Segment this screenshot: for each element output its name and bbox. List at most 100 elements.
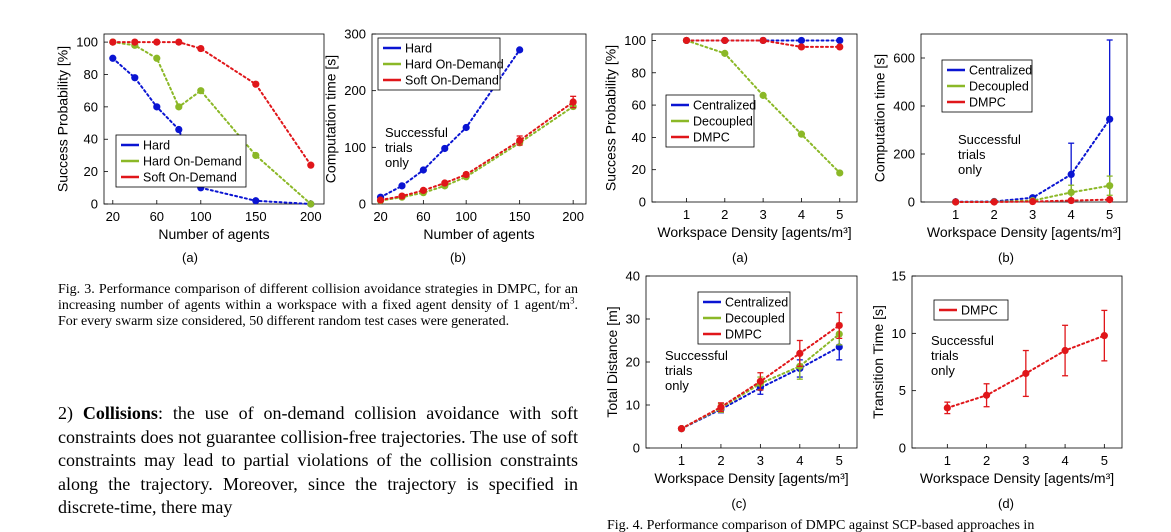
fig3a-xtick-label: 150 (245, 209, 267, 224)
fig3b-ytick-label: 200 (344, 83, 366, 98)
body-line-1: : the use of on-demand collision avoidan… (157, 403, 542, 423)
fig3b-data-point (516, 136, 524, 145)
fig3a-data-point (197, 44, 205, 53)
fig4a-ytick-label: 40 (632, 130, 646, 145)
fig4a-data-point (682, 36, 691, 45)
fig3b-annotation: Successful (385, 125, 448, 140)
fig3b-data-point (419, 166, 427, 174)
fig4c-ytick-label: 20 (626, 355, 640, 370)
fig3b-ylabel: Computation time [s] (323, 55, 339, 183)
fig4a-xtick-label: 2 (721, 207, 728, 222)
fig4a-xtick-label: 5 (836, 207, 843, 222)
fig4a-data-point (836, 43, 844, 51)
body-line-3: The use of soft constraints may lead to … (58, 426, 578, 471)
fig4a-ylabel: Success Probability [%] (603, 45, 619, 191)
fig3b-panel-label: (b) (450, 250, 466, 265)
fig3b-ytick-label: 100 (344, 140, 366, 155)
fig4a-data-point (797, 36, 806, 45)
fig3a-legend-label: Hard On-Demand (143, 155, 242, 169)
fig4c-xtick-label: 5 (836, 453, 843, 468)
fig3b-xtick-label: 20 (373, 209, 387, 224)
section-number: 2) (58, 403, 73, 423)
fig3a-panel-label: (a) (182, 250, 198, 265)
fig4b-data-point (1067, 196, 1075, 205)
fig3a-axes-box (103, 33, 325, 205)
body-paragraph: 2) Collisions: the use of on-demand coll… (58, 402, 578, 520)
fig3a-ylabel: Success Probability [%] (55, 46, 71, 192)
fig4a-data-point (721, 36, 729, 45)
fig4b-axes-box (920, 33, 1128, 203)
fig4b-annotation: trials (958, 147, 986, 162)
fig3b-data-point (419, 186, 427, 194)
fig3-caption-line-5: random test cases were generated. (318, 314, 510, 329)
fig3b-data-point (516, 46, 524, 54)
fig4c-data-point (796, 349, 804, 357)
fig3b-ytick-label: 300 (344, 27, 366, 42)
fig4c-annotation: trials (665, 363, 693, 378)
fig4b-legend-label: Centralized (969, 64, 1032, 78)
fig4c-annotation: Successful (665, 348, 728, 363)
fig3b-data-point (398, 182, 406, 190)
fig3b-legend-label: Soft On-Demand (405, 74, 499, 88)
fig3b-xtick-label: 60 (416, 209, 430, 224)
fig3a-data-point (197, 87, 205, 95)
fig3a-data-point (175, 38, 183, 46)
fig3-caption-line-2: DMPC, for an increasing number of agents… (58, 282, 578, 313)
fig4c-annotation: only (665, 378, 689, 393)
fig4c-panel-label: (c) (731, 496, 746, 511)
fig4d-data-point (982, 391, 991, 399)
fig4a-data-point (836, 169, 844, 177)
fig4d-ytick-label: 5 (899, 383, 906, 398)
fig4c-ytick-label: 40 (626, 269, 640, 284)
fig4a-data-point (797, 43, 806, 51)
fig4d-xtick-label: 3 (1022, 453, 1029, 468)
fig4d-data-point (943, 404, 951, 412)
fig4b-legend-label: Decoupled (969, 80, 1029, 94)
fig4d-axes-box (911, 275, 1123, 449)
fig3a-data-point (252, 151, 260, 160)
fig4d-xtick-label: 2 (983, 453, 990, 468)
fig3-caption-superscript: 3 (570, 295, 575, 306)
fig3a-data-point (252, 197, 260, 205)
fig4a-ytick-label: 20 (632, 162, 646, 177)
fig3b-xtick-label: 100 (455, 209, 477, 224)
fig3b-xtick-label: 150 (509, 209, 531, 224)
fig4c-data-point (677, 425, 686, 433)
fig4b-xtick-label: 3 (1029, 207, 1036, 222)
fig4c-legend-label: Decoupled (725, 312, 785, 326)
fig4a-xlabel: Workspace Density [agents/m³] (657, 224, 851, 240)
fig4d-annotation: only (931, 363, 955, 378)
fig4d-legend-box (933, 299, 1009, 321)
fig4c-data-point (717, 403, 725, 411)
fig4a-panel-label: (a) (732, 250, 748, 265)
fig3a-data-point (153, 103, 161, 111)
fig3b-data-point (376, 196, 385, 204)
fig3a-data-point (175, 103, 183, 111)
fig3b-xtick-label: 200 (562, 209, 584, 224)
fig4a-ytick-label: 60 (632, 98, 646, 113)
fig3a-data-point (109, 54, 117, 62)
fig4d-ytick-label: 15 (892, 269, 906, 284)
fig3-caption-line-1: Fig. 3. Performance comparison of differ… (58, 282, 493, 297)
fig4b-data-point (1106, 182, 1114, 190)
fig3a-ytick-label: 0 (91, 197, 98, 212)
fig4b-annotation: Successful (958, 132, 1021, 147)
fig3a-data-point (153, 38, 161, 46)
fig3a-ytick-label: 80 (84, 67, 98, 82)
fig4b-data-point (1029, 197, 1037, 206)
fig4c-legend-label: DMPC (725, 328, 762, 342)
fig4d-data-point (1022, 369, 1030, 378)
fig4b-ytick-label: 0 (908, 195, 915, 210)
fig4b-ytick-label: 400 (893, 99, 915, 114)
fig3b-annotation: trials (385, 140, 413, 155)
fig4c-data-point (835, 321, 843, 330)
fig4a-axes-box (651, 33, 858, 203)
fig4a-data-point (759, 36, 767, 45)
fig3a-ytick-label: 100 (76, 35, 98, 50)
fig3b-data-point (441, 179, 449, 187)
fig3b-data-point (569, 98, 577, 106)
fig3a-xtick-label: 100 (190, 209, 212, 224)
fig3a-data-point (175, 125, 183, 134)
fig4c-xtick-label: 2 (717, 453, 724, 468)
